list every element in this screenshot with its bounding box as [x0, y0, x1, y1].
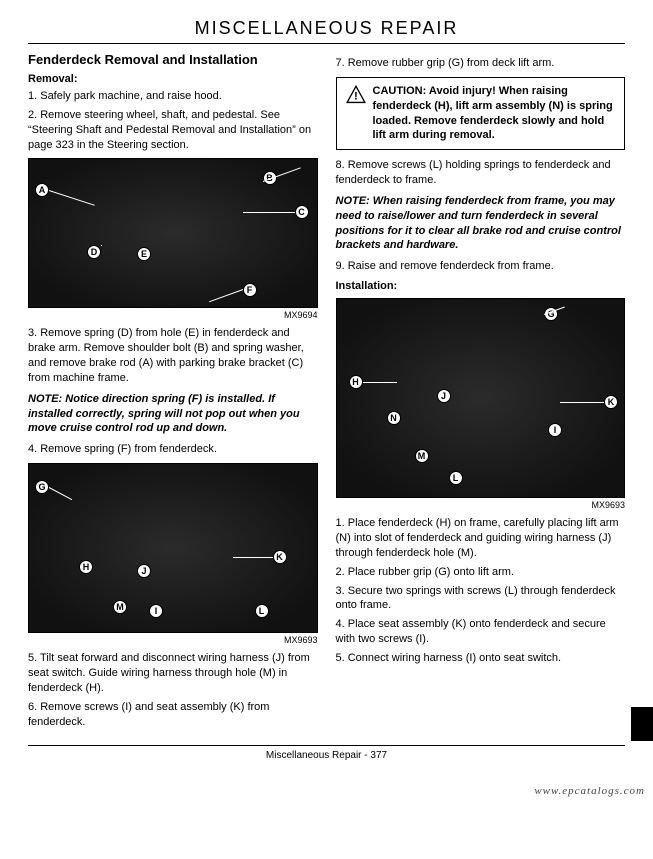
warning-icon: !: [345, 84, 367, 104]
removal-step-6: 6. Remove screws (I) and seat assembly (…: [28, 700, 318, 730]
install-step-1: 1. Place fenderdeck (H) on frame, carefu…: [336, 516, 626, 561]
right-column: 7. Remove rubber grip (G) from deck lift…: [336, 52, 626, 733]
figure-1-caption: MX9694: [28, 310, 318, 320]
install-step-4: 4. Place seat assembly (K) onto fenderde…: [336, 617, 626, 647]
callout-line: [243, 212, 295, 213]
callout-C: C: [295, 205, 309, 219]
callout-line: [560, 402, 604, 403]
removal-step-7: 7. Remove rubber grip (G) from deck lift…: [336, 56, 626, 71]
callout-D: D: [87, 245, 101, 259]
callout-L: L: [449, 471, 463, 485]
removal-step-1: 1. Safely park machine, and raise hood.: [28, 89, 318, 104]
install-step-2: 2. Place rubber grip (G) onto lift arm.: [336, 565, 626, 580]
removal-note-1: NOTE: Notice direction spring (F) is ins…: [28, 392, 318, 437]
figure-1-image: A B C D E F: [29, 159, 317, 307]
callout-M: M: [113, 600, 127, 614]
install-step-5: 5. Connect wiring harness (I) onto seat …: [336, 651, 626, 666]
callout-J: J: [137, 564, 151, 578]
callout-K: K: [604, 395, 618, 409]
header-rule: [28, 43, 625, 44]
callout-line: [101, 245, 102, 246]
watermark-text: www.epcatalogs.com: [534, 785, 645, 797]
figure-3-image: G H J K N L M I: [337, 299, 625, 497]
callout-I: I: [548, 423, 562, 437]
callout-F: F: [243, 283, 257, 297]
figure-3: G H J K N L M I: [336, 298, 626, 498]
callout-A: A: [35, 183, 49, 197]
callout-line: [49, 190, 95, 206]
caution-text: CAUTION: Avoid injury! When raising fend…: [373, 84, 617, 143]
removal-step-4: 4. Remove spring (F) from fenderdeck.: [28, 442, 318, 457]
install-step-3: 3. Secure two springs with screws (L) th…: [336, 584, 626, 614]
callout-H: H: [349, 375, 363, 389]
callout-M: M: [415, 449, 429, 463]
callout-N: N: [387, 411, 401, 425]
figure-1: A B C D E F: [28, 158, 318, 308]
svg-text:!: !: [354, 90, 358, 102]
removal-heading: Removal:: [28, 73, 318, 85]
figure-3-caption: MX9693: [336, 500, 626, 510]
figure-2-image: G H J K L M I: [29, 464, 317, 632]
callout-line: [233, 557, 273, 558]
callout-L: L: [255, 604, 269, 618]
callout-G: G: [35, 480, 49, 494]
installation-heading: Installation:: [336, 280, 626, 292]
left-column: Fenderdeck Removal and Installation Remo…: [28, 52, 318, 733]
callout-E: E: [137, 247, 151, 261]
callout-line: [363, 382, 397, 383]
callout-K: K: [273, 550, 287, 564]
callout-line: [209, 289, 243, 302]
callout-H: H: [79, 560, 93, 574]
removal-step-2: 2. Remove steering wheel, shaft, and ped…: [28, 108, 318, 153]
callout-I: I: [149, 604, 163, 618]
figure-2: G H J K L M I: [28, 463, 318, 633]
callout-J: J: [437, 389, 451, 403]
page-footer: Miscellaneous Repair - 377: [28, 745, 625, 761]
removal-step-3: 3. Remove spring (D) from hole (E) in fe…: [28, 326, 318, 385]
removal-step-9: 9. Raise and remove fenderdeck from fram…: [336, 259, 626, 274]
page-title: MISCELLANEOUS REPAIR: [28, 18, 625, 39]
removal-note-2: NOTE: When raising fenderdeck from frame…: [336, 194, 626, 253]
section-title: Fenderdeck Removal and Installation: [28, 52, 318, 67]
figure-2-caption: MX9693: [28, 635, 318, 645]
caution-box: ! CAUTION: Avoid injury! When raising fe…: [336, 77, 626, 150]
removal-step-8: 8. Remove screws (L) holding springs to …: [336, 158, 626, 188]
two-column-layout: Fenderdeck Removal and Installation Remo…: [28, 52, 625, 733]
removal-step-5: 5. Tilt seat forward and disconnect wiri…: [28, 651, 318, 696]
side-tab: [631, 707, 653, 741]
callout-line: [49, 487, 72, 500]
